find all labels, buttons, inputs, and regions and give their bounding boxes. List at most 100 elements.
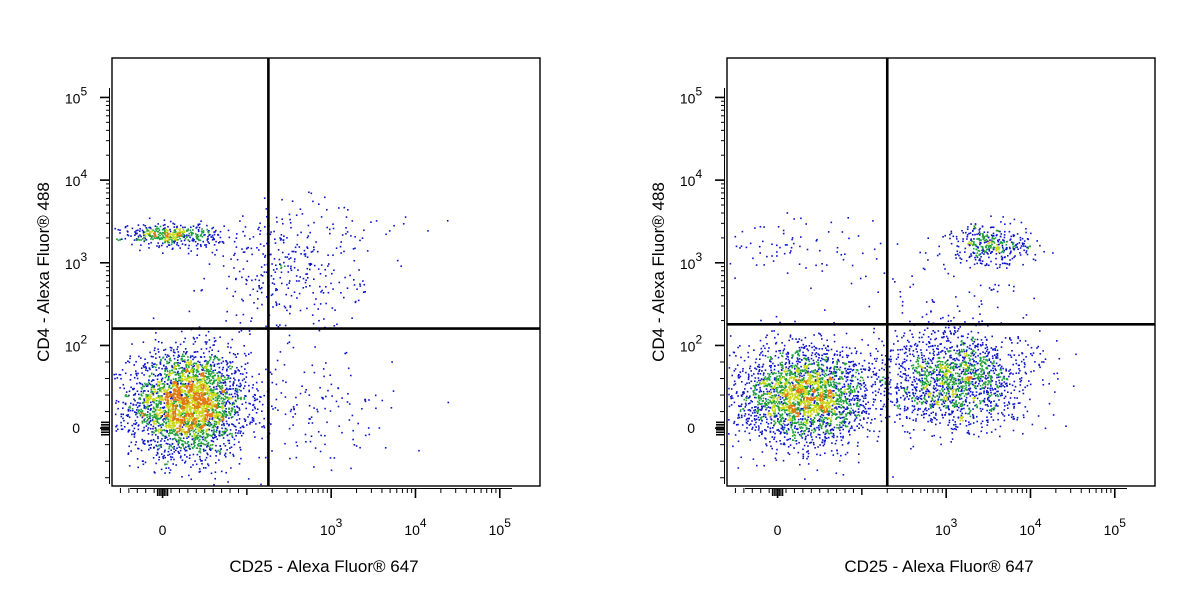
data-point <box>162 455 164 458</box>
data-point <box>243 397 246 399</box>
data-point <box>253 399 256 402</box>
data-point <box>305 279 307 281</box>
data-point <box>176 389 179 392</box>
data-point <box>846 418 848 420</box>
data-point <box>158 447 161 450</box>
data-point <box>250 247 253 250</box>
data-point <box>216 398 219 401</box>
data-point <box>168 355 170 357</box>
data-point <box>210 444 212 446</box>
data-point <box>183 341 185 343</box>
data-point <box>275 324 278 327</box>
data-point <box>176 232 178 235</box>
data-point <box>231 366 233 368</box>
data-point <box>199 239 202 242</box>
data-point <box>204 414 206 416</box>
data-point <box>856 445 859 447</box>
data-point <box>144 382 146 385</box>
data-point <box>159 389 161 392</box>
data-point <box>183 419 186 422</box>
data-point <box>221 410 224 412</box>
data-point <box>181 371 184 374</box>
data-point <box>861 412 863 414</box>
data-point <box>263 425 265 427</box>
data-point <box>193 356 195 359</box>
data-point <box>789 402 791 405</box>
data-point <box>758 399 761 402</box>
data-point <box>305 286 307 288</box>
data-point <box>219 377 222 380</box>
data-point <box>248 384 250 387</box>
data-point <box>178 234 181 237</box>
data-point <box>215 240 217 243</box>
data-point <box>215 421 218 423</box>
data-point <box>200 356 203 358</box>
data-point <box>146 401 148 404</box>
data-point <box>178 236 180 238</box>
data-point <box>832 358 834 360</box>
data-point <box>173 233 175 236</box>
data-point <box>206 452 208 455</box>
data-point <box>760 352 762 354</box>
data-point <box>763 383 765 385</box>
data-points-layer <box>728 212 1077 480</box>
data-point <box>222 406 225 409</box>
data-point <box>261 426 263 428</box>
data-point <box>179 376 182 379</box>
data-point <box>135 411 137 414</box>
data-point <box>156 404 158 407</box>
data-point <box>142 238 144 240</box>
data-point <box>184 337 186 340</box>
data-point <box>234 252 236 255</box>
data-point <box>219 453 221 455</box>
data-point <box>156 385 159 387</box>
data-point <box>811 346 813 349</box>
data-point <box>868 430 871 432</box>
data-point <box>216 356 218 359</box>
data-point <box>804 438 807 441</box>
data-point <box>169 397 172 400</box>
data-point <box>221 386 224 389</box>
data-point <box>161 383 164 385</box>
data-point <box>204 369 206 372</box>
data-point <box>210 236 212 238</box>
data-point <box>188 391 190 393</box>
data-point <box>202 398 205 401</box>
data-point <box>344 352 346 355</box>
data-point <box>204 410 207 412</box>
data-point <box>825 430 827 433</box>
data-point <box>785 409 787 412</box>
data-point <box>204 384 206 387</box>
data-point <box>192 420 195 423</box>
data-point <box>815 406 817 409</box>
data-point <box>159 408 161 411</box>
data-point <box>185 435 188 438</box>
data-point <box>349 274 351 277</box>
data-point <box>155 332 157 334</box>
data-point <box>198 431 201 433</box>
data-point <box>200 441 203 444</box>
data-point <box>120 377 122 380</box>
data-point <box>172 430 174 432</box>
data-point <box>184 454 186 456</box>
data-point <box>236 396 239 398</box>
data-point <box>182 373 185 375</box>
data-point <box>192 404 194 406</box>
data-point <box>223 422 225 425</box>
data-point <box>153 391 156 393</box>
data-point <box>133 398 135 401</box>
data-point <box>175 239 178 241</box>
data-point <box>269 371 272 374</box>
data-point <box>820 334 823 337</box>
data-point <box>764 437 766 439</box>
data-point <box>334 309 336 311</box>
data-point <box>220 448 222 450</box>
data-point <box>203 401 206 403</box>
data-point <box>127 422 129 425</box>
data-point <box>163 454 165 457</box>
data-point <box>834 386 836 389</box>
data-point <box>250 351 252 354</box>
data-point <box>182 232 185 234</box>
data-point <box>200 378 203 380</box>
data-point <box>294 258 296 260</box>
